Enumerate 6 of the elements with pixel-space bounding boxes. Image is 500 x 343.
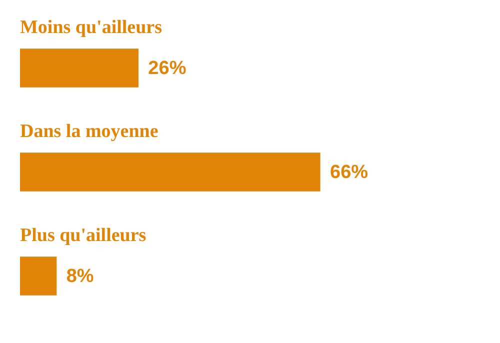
data-label: 66% bbox=[330, 162, 368, 184]
y-tick-label: Plus qu'ailleurs bbox=[20, 225, 146, 246]
data-label: 26% bbox=[148, 58, 186, 80]
y-tick-label: Moins qu'ailleurs bbox=[20, 17, 162, 38]
data-label: 8% bbox=[66, 266, 94, 288]
y-tick-label: Dans la moyenne bbox=[20, 121, 158, 142]
